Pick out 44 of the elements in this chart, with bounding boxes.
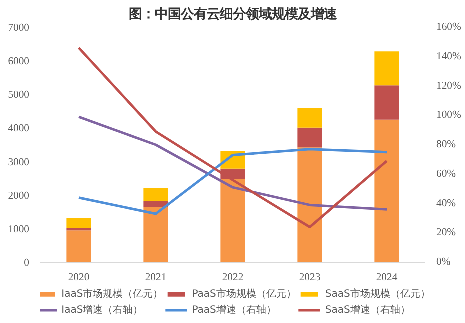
y2-tick-label: 160% [436, 22, 462, 33]
x-tick-label: 2021 [145, 272, 167, 284]
legend-label: IaaS增速（右轴） [62, 304, 144, 317]
y2-tick-label: 120% [436, 80, 462, 92]
bar [298, 128, 322, 148]
legend-label: IaaS市场规模（亿元） [62, 288, 164, 301]
bar [144, 201, 168, 208]
x-tick-label: 2024 [376, 272, 398, 284]
x-tick-label: 2023 [299, 272, 321, 284]
y-tick-label: 4000 [8, 124, 30, 135]
bar [66, 230, 92, 262]
x-tick-label: 2022 [222, 272, 244, 284]
x-tick-label: 2020 [68, 272, 90, 284]
y-tick-label: 5000 [8, 90, 30, 102]
legend-label: PaaS增速（右轴） [192, 304, 276, 317]
y-tick-label: 6000 [8, 56, 30, 68]
y-tick-label: 0 [24, 258, 30, 269]
bar [374, 52, 400, 86]
y-tick-label: 3000 [8, 157, 30, 168]
line-series [78, 46, 388, 228]
y2-tick-label: 40% [436, 198, 456, 210]
y-tick-label: 2000 [8, 190, 30, 202]
chart-title: 图：中国公有云细分领域规模及增速 [129, 8, 338, 22]
bar [298, 108, 322, 128]
y2-tick-label: 140% [436, 51, 462, 62]
bar [298, 148, 322, 262]
y2-tick-label: 60% [436, 168, 456, 180]
bar [374, 86, 400, 120]
bar [144, 188, 168, 202]
bar [144, 207, 168, 262]
y2-tick-label: 20% [436, 228, 456, 239]
bar [66, 218, 92, 228]
bar [220, 179, 246, 262]
y-tick-label: 7000 [8, 23, 30, 34]
legend-label: SaaS市场规模（亿元） [325, 288, 426, 301]
y-tick-label: 1000 [8, 224, 30, 236]
legend-label: PaaS市场规模（亿元） [192, 288, 296, 301]
legend-label: SaaS增速（右轴） [325, 304, 410, 317]
y2-tick-label: 0% [436, 257, 451, 268]
y2-tick-label: 80% [436, 140, 456, 150]
line-series [78, 116, 388, 211]
line-series [78, 148, 388, 216]
y2-tick-label: 100% [436, 110, 462, 122]
bar [374, 120, 400, 262]
